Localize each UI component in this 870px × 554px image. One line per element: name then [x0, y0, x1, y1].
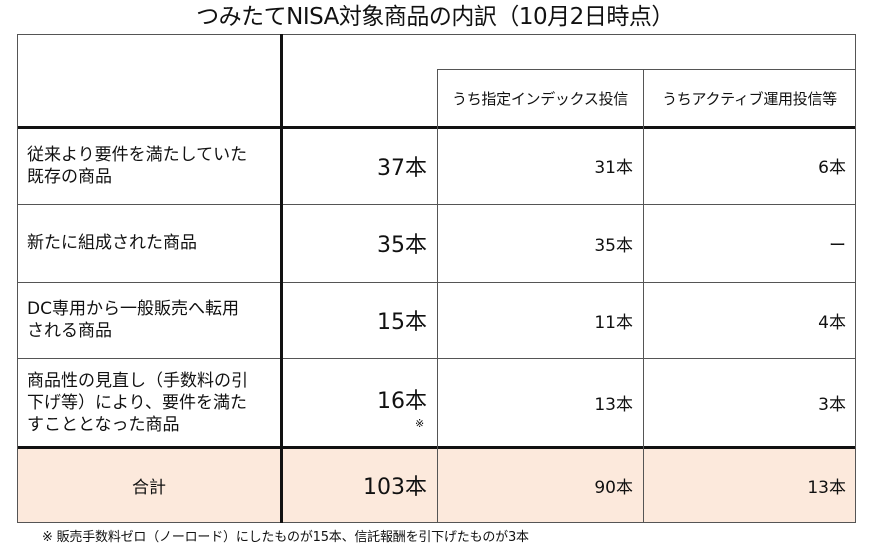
row-label-line: 既存の商品	[27, 166, 112, 187]
row-index-new: 35本	[594, 235, 633, 256]
table-border-bottom	[17, 522, 856, 523]
row-label-line: される商品	[27, 321, 112, 341]
label-column-divider	[280, 34, 283, 523]
table-border-right	[855, 34, 856, 523]
row-active-dc-converted: 4本	[818, 312, 846, 333]
subheader-top-line	[437, 69, 856, 70]
row-label-line: すこととなった商品	[27, 414, 180, 435]
total-row-total: 103本	[363, 475, 427, 500]
row-label-existing: 従来より要件を満たしていた 既存の商品	[17, 127, 281, 204]
total-row-index: 90本	[594, 477, 633, 498]
row-total-existing: 37本	[377, 155, 427, 181]
total-row-active: 13本	[807, 477, 846, 498]
header-total-cell	[281, 34, 437, 127]
row-active-new: ー	[829, 235, 846, 256]
total-row-background	[17, 447, 856, 523]
row-label-dc-converted: DC専用から一般販売へ転用 される商品	[17, 282, 281, 358]
row-divider	[17, 282, 856, 283]
row-label-line: 従来より要件を満たしていた	[27, 144, 248, 165]
active-column-divider	[643, 69, 644, 523]
total-row-top-line	[17, 446, 856, 449]
row-active-existing: 6本	[818, 158, 846, 178]
header-active-funds: うちアクティブ運用投信等	[662, 89, 837, 108]
row-label-line: 新たに組成された商品	[27, 233, 197, 253]
row-total-new: 35本	[377, 233, 427, 258]
header-bottom-line	[17, 126, 856, 129]
row-index-revised: 13本	[594, 395, 633, 415]
total-row-label: 合計	[132, 477, 166, 498]
table-border-left	[17, 34, 18, 523]
page-title: つみたてNISA対象商品の内訳（10月2日時点）	[196, 4, 674, 30]
row-divider	[17, 358, 856, 359]
row-index-dc-converted: 11本	[594, 312, 633, 333]
row-index-existing: 31本	[594, 158, 633, 178]
header-index-funds: うち指定インデックス投信	[452, 89, 628, 108]
row-label-new: 新たに組成された商品	[17, 204, 281, 282]
asterisk-note-mark: ※	[415, 417, 425, 430]
breakdown-table: うち指定インデックス投信 うちアクティブ運用投信等 従来より要件を満たしていた …	[17, 34, 856, 523]
row-label-revised: 商品性の見直し（手数料の引 下げ等）により、要件を満た すこととなった商品	[17, 358, 281, 447]
row-label-line: 商品性の見直し（手数料の引	[27, 370, 248, 391]
row-total-dc-converted: 15本	[377, 310, 427, 335]
footnote: ※ 販売手数料ゼロ（ノーロード）にしたものが15本、信託報酬を引下げたものが3本	[42, 530, 529, 545]
row-divider	[17, 204, 856, 205]
table-border-top	[17, 34, 856, 35]
header-empty-cell	[17, 34, 281, 127]
row-label-line: 下げ等）により、要件を満た	[27, 392, 247, 413]
index-column-divider	[437, 69, 438, 523]
row-label-line: DC専用から一般販売へ転用	[27, 299, 239, 319]
row-active-revised: 3本	[818, 395, 846, 415]
row-total-revised: 16本	[377, 389, 427, 414]
